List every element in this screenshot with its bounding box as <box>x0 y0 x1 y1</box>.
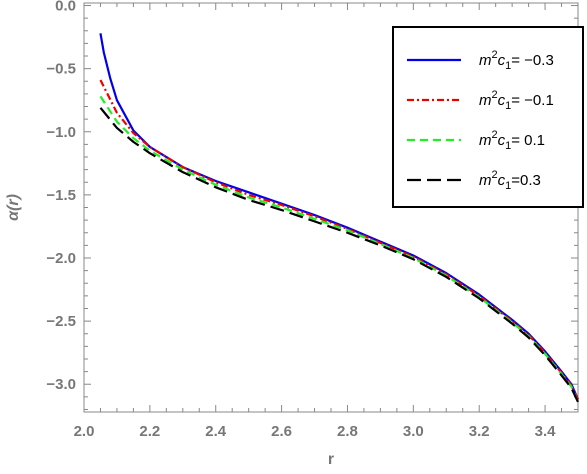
legend-box <box>392 26 584 208</box>
y-axis-label: α(r) <box>5 194 22 221</box>
x-axis-label: r <box>328 451 334 468</box>
x-tick-label: 2.6 <box>271 423 292 440</box>
x-tick-label: 2.0 <box>74 423 95 440</box>
x-tick-label: 2.2 <box>139 423 160 440</box>
y-tick-label: −2.5 <box>46 313 76 330</box>
y-tick-label: 0.0 <box>55 0 76 15</box>
series-line-4 <box>99 107 579 403</box>
axis-ticks: 2.0 2.2 2.4 2.6 2.8 3.0 3.2 3.4 0.0 −0.5 −1.0 −1.5 −… <box>46 0 579 440</box>
y-tick-label: −1.5 <box>46 187 76 204</box>
y-tick-label: −1.0 <box>46 124 76 141</box>
series-line-3 <box>99 95 580 403</box>
legend-label-2: m2c1= −0.1 <box>479 89 554 112</box>
y-tick-label: −0.5 <box>46 61 76 78</box>
legend-label-3: m2c1= 0.1 <box>479 129 545 152</box>
y-tick-label: −2.0 <box>46 250 76 267</box>
legend: m2c1= −0.3 m2c1= −0.1 m2c1= 0.1 m2c1=0.3 <box>392 26 584 208</box>
y-tick-label: −3.0 <box>46 376 76 393</box>
series-line-2 <box>99 79 579 400</box>
x-tick-label: 2.4 <box>205 423 227 440</box>
x-tick-label: 3.0 <box>403 423 424 440</box>
legend-label-1: m2c1= −0.3 <box>479 49 554 72</box>
legend-label-4: m2c1=0.3 <box>479 169 541 192</box>
x-tick-label: 3.4 <box>535 423 557 440</box>
series-layer <box>99 33 580 403</box>
x-tick-label: 3.2 <box>469 423 490 440</box>
x-tick-label: 2.8 <box>337 423 358 440</box>
